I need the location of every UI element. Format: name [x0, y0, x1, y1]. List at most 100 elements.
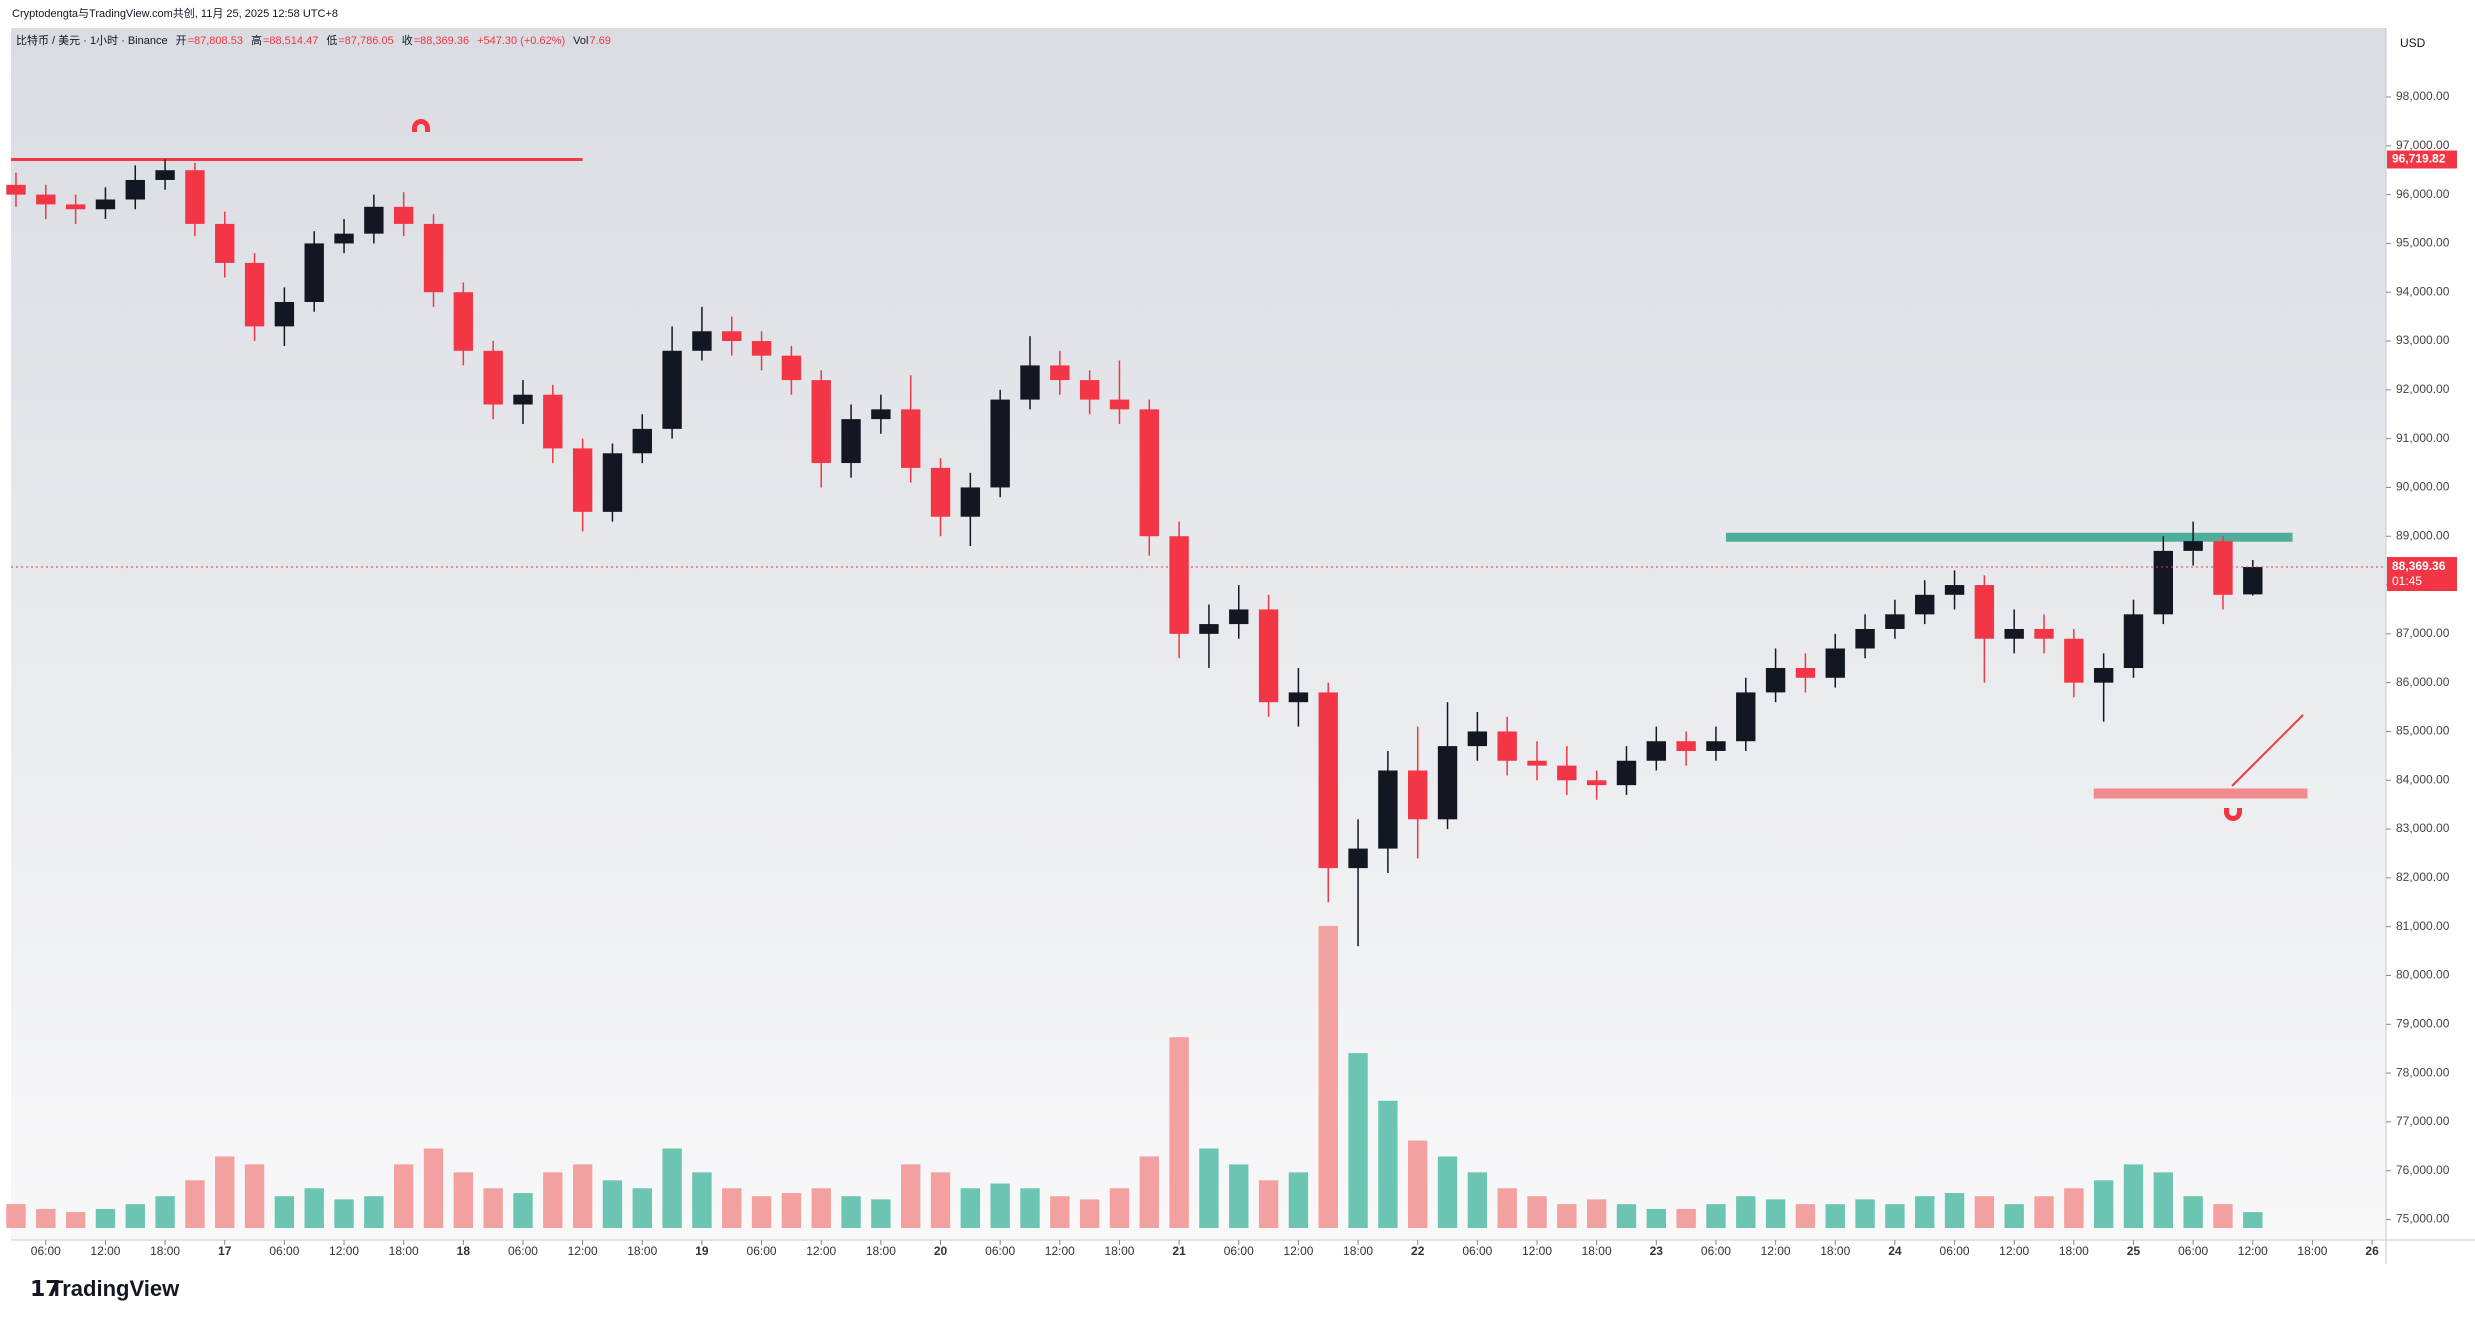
volume-bar — [304, 1188, 324, 1228]
volume-bar — [453, 1172, 474, 1228]
candle-body — [1885, 614, 1905, 629]
volume-bar — [513, 1193, 533, 1228]
header-low-label: 低 — [326, 34, 337, 47]
x-tick-label: 18:00 — [2059, 1244, 2089, 1258]
volume-bar — [334, 1199, 354, 1228]
candle-body — [2123, 614, 2144, 669]
candle-body — [1915, 594, 1935, 615]
volume-bar — [1736, 1196, 1756, 1228]
candle-body — [1765, 668, 1786, 693]
volume-bar — [1974, 1196, 1995, 1228]
volume-bar — [781, 1193, 802, 1228]
last-price-box — [2387, 557, 2457, 592]
volume-bar — [1527, 1196, 1547, 1228]
volume-bar — [871, 1199, 891, 1228]
candle-body — [930, 467, 951, 517]
y-tick-label: 87,000.00 — [2396, 626, 2450, 640]
candle-body — [960, 487, 981, 517]
candle-body — [215, 223, 235, 263]
candle-body — [274, 301, 295, 327]
header-high: =88,514.47 — [263, 35, 318, 47]
volume-bar — [692, 1172, 712, 1228]
y-tick-label: 97,000.00 — [2396, 138, 2450, 152]
volume-bar — [1646, 1208, 1666, 1228]
candle-body — [1855, 628, 1875, 649]
magnet-icon — [412, 119, 430, 132]
countdown: 01:45 — [2392, 574, 2422, 588]
volume-bar — [990, 1183, 1010, 1228]
volume-bar — [1258, 1180, 1279, 1228]
x-tick-label: 12:00 — [2238, 1244, 2268, 1258]
candle-body — [632, 428, 652, 454]
volume-bar — [393, 1164, 414, 1228]
candle-body — [2213, 541, 2233, 595]
y-tick-label: 75,000.00 — [2396, 1212, 2450, 1226]
y-tick-label: 96,000.00 — [2396, 187, 2450, 201]
candle-body — [1408, 770, 1428, 820]
x-tick-label: 06:00 — [1701, 1244, 1731, 1258]
volume-bar — [483, 1188, 503, 1228]
volume-bar — [155, 1196, 175, 1228]
x-tick-label: 06:00 — [2178, 1244, 2208, 1258]
candle-body — [781, 355, 802, 381]
candle-body — [1258, 609, 1279, 703]
volume-bar — [1765, 1199, 1786, 1228]
arrow — [2231, 714, 2304, 787]
candle-body — [513, 394, 533, 405]
header-open-label: 开 — [176, 35, 187, 47]
candle-body — [1348, 848, 1368, 869]
y-tick-label: 79,000.00 — [2396, 1016, 2450, 1030]
y-tick-label: 94,000.00 — [2396, 284, 2450, 298]
y-tick-label: 76,000.00 — [2396, 1163, 2450, 1177]
volume-bar — [602, 1180, 623, 1228]
volume-bar — [960, 1188, 981, 1228]
candle-body — [1736, 692, 1756, 742]
volume-bar — [6, 1204, 26, 1228]
plot — [6, 157, 2386, 1228]
volume-bar — [930, 1172, 951, 1228]
volume-bar — [2064, 1188, 2084, 1228]
y-tick-label: 80,000.00 — [2396, 968, 2450, 982]
candle-body — [2243, 567, 2263, 595]
volume-bar — [2213, 1204, 2233, 1228]
candle-body — [1139, 409, 1159, 537]
x-tick-label: 06:00 — [31, 1244, 61, 1258]
candle-body — [2004, 628, 2024, 639]
volume-bar — [2183, 1196, 2203, 1228]
candle-body — [1109, 399, 1130, 410]
volume-bar — [244, 1164, 265, 1228]
volume-bar — [1825, 1204, 1845, 1228]
x-tick-label: 06:00 — [1462, 1244, 1492, 1258]
header-vol: 7.69 — [589, 35, 610, 47]
y-tick-label: 86,000.00 — [2396, 675, 2450, 689]
volume-bar — [1944, 1193, 1965, 1228]
x-tick-label: 18:00 — [1104, 1244, 1134, 1258]
volume-bar — [901, 1164, 921, 1228]
x-tick-label: 12:00 — [329, 1244, 359, 1258]
y-tick-label: 91,000.00 — [2396, 431, 2450, 445]
volume-bar — [811, 1188, 831, 1228]
candle-body — [155, 170, 175, 180]
y-tick-label: 90,000.00 — [2396, 480, 2450, 494]
volume-bar — [215, 1156, 235, 1228]
x-tick-label: 18 — [457, 1244, 471, 1258]
level-price-label: 96,719.82 — [2392, 152, 2446, 166]
volume-bar — [2004, 1204, 2024, 1228]
candle-body — [602, 453, 623, 512]
header-close: =88,369.36 — [414, 35, 469, 47]
candle-body — [393, 206, 414, 224]
candle-body — [751, 341, 772, 356]
candle-body — [1795, 668, 1816, 678]
y-tick-label: 77,000.00 — [2396, 1114, 2450, 1128]
volume-bar — [2123, 1164, 2144, 1228]
candle-body — [1586, 780, 1607, 786]
candle-body — [244, 262, 265, 327]
y-tick-label: 82,000.00 — [2396, 870, 2450, 884]
volume-bar — [1467, 1172, 1488, 1228]
x-tick-label: 20 — [934, 1244, 948, 1258]
volume-bar — [543, 1172, 563, 1228]
candle-body — [1527, 760, 1547, 766]
volume-bar — [364, 1196, 384, 1228]
x-tick-label: 12:00 — [1283, 1244, 1313, 1258]
currency: USD — [2400, 36, 2426, 50]
